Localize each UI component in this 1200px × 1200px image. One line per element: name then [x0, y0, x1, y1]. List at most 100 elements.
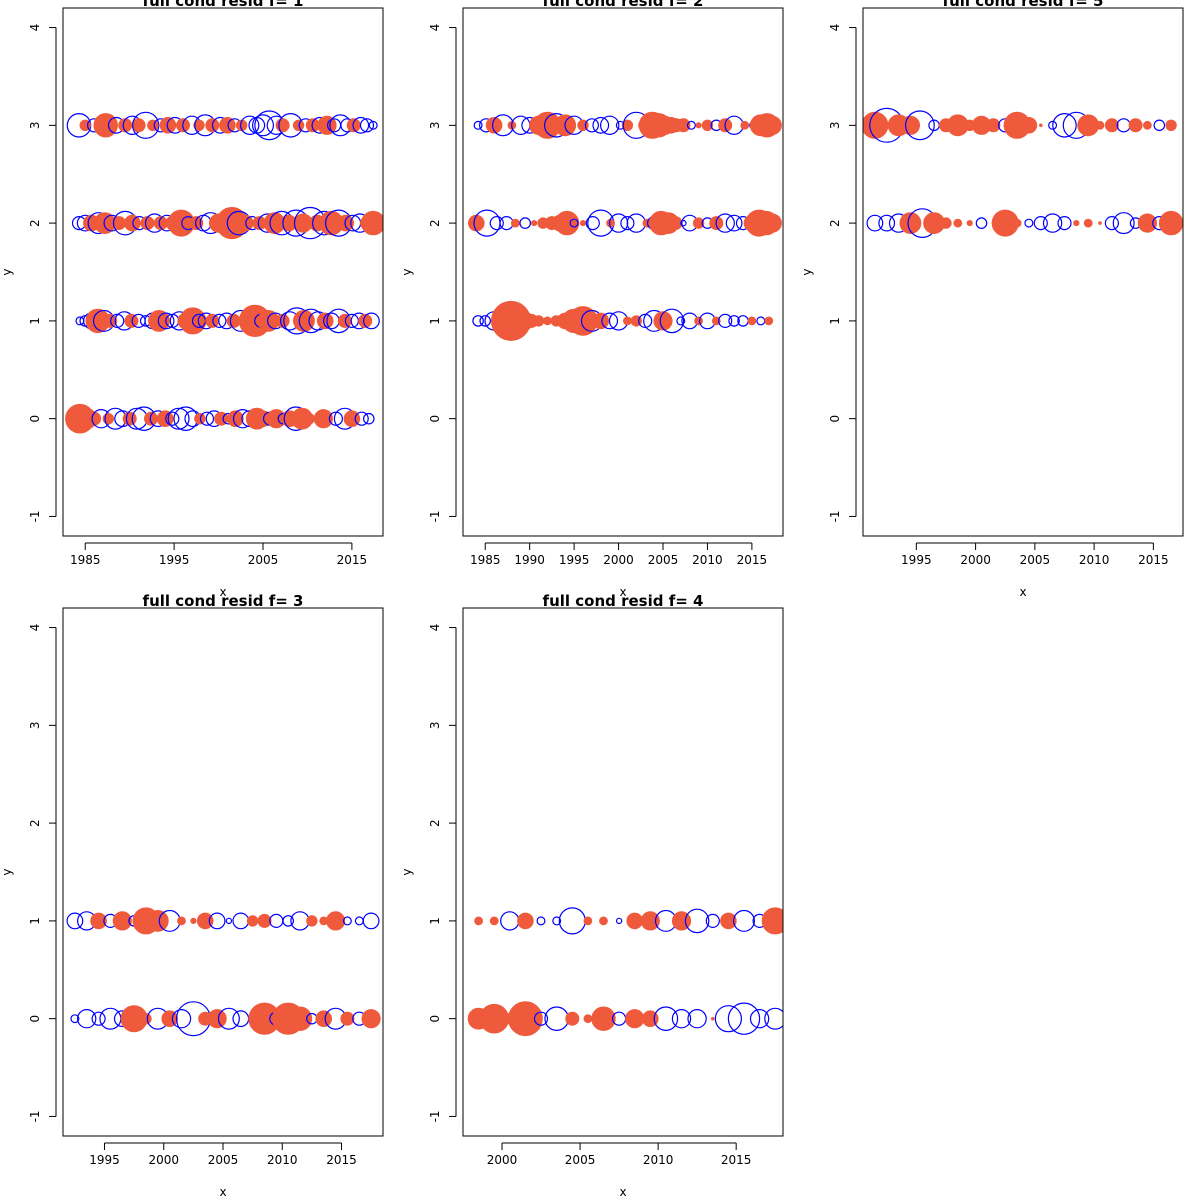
positive-residual-point [517, 912, 534, 930]
negative-residual-point [519, 217, 531, 229]
chart-panel-2: full cond resid f= 2 1985 1990 1995 2000 2005… [400, 0, 784, 599]
negative-residual-point [705, 913, 720, 929]
y-tick-label: -1 [428, 1110, 442, 1122]
negative-residual-point [208, 912, 226, 930]
plot-title: full cond resid f= 3 [143, 592, 304, 610]
positive-residual-point [306, 915, 318, 927]
positive-residual-point [227, 410, 244, 428]
negative-residual-point [638, 313, 653, 328]
positive-residual-point [1143, 120, 1152, 130]
positive-residual-point [156, 410, 174, 428]
plot-title: full cond resid f= 1 [143, 0, 304, 10]
negative-residual-point [354, 916, 364, 926]
points-layer [65, 110, 383, 434]
x-tick-label: 2015 [1138, 553, 1169, 567]
positive-residual-point [583, 1014, 593, 1024]
negative-residual-point [473, 120, 483, 130]
negative-residual-point [533, 1011, 549, 1026]
y-tick-label: -1 [428, 510, 442, 522]
positive-residual-point [1104, 118, 1119, 133]
positive-residual-point [190, 917, 197, 925]
x-tick-label: 2000 [960, 553, 991, 567]
negative-residual-point [282, 915, 294, 927]
negative-residual-point [232, 912, 250, 930]
x-axis-label: x [219, 1185, 226, 1199]
positive-residual-point [1012, 218, 1022, 228]
positive-residual-point [315, 1010, 333, 1028]
negative-residual-point [1042, 213, 1063, 233]
y-axis-label: y [800, 268, 814, 275]
x-tick-label: 2005 [208, 1153, 239, 1167]
negative-residual-point [1057, 216, 1072, 231]
y-tick-label: 3 [428, 122, 442, 130]
positive-residual-point [122, 411, 137, 426]
positive-residual-point [762, 115, 782, 135]
positive-residual-point [219, 117, 236, 134]
positive-residual-point [340, 1011, 355, 1026]
positive-residual-point [337, 214, 355, 232]
negative-residual-point [676, 316, 686, 326]
plot-frame [62, 607, 384, 1137]
positive-residual-point [337, 313, 352, 328]
negative-residual-point [167, 407, 190, 430]
positive-residual-point [148, 310, 170, 332]
positive-residual-point [87, 411, 102, 426]
negative-residual-point [489, 216, 504, 231]
negative-residual-point [76, 1009, 97, 1029]
positive-residual-point [543, 316, 552, 326]
negative-residual-point [749, 1009, 770, 1029]
y-tick-label: 0 [28, 415, 42, 423]
negative-residual-point [905, 110, 935, 141]
negative-residual-point [715, 213, 735, 233]
positive-residual-point [293, 310, 315, 332]
x-axis-label: x [1019, 585, 1026, 599]
negative-residual-point [1033, 216, 1048, 231]
plot-frame [862, 7, 1184, 537]
positive-residual-point [316, 312, 334, 330]
y-tick-label: 4 [428, 24, 442, 32]
negative-residual-point [615, 917, 623, 925]
positive-residual-point [257, 913, 272, 928]
negative-residual-point [1153, 119, 1166, 132]
negative-residual-point [686, 120, 696, 130]
negative-residual-point [536, 916, 546, 926]
negative-residual-point [342, 916, 352, 926]
negative-residual-point [866, 214, 884, 232]
negative-residual-point [727, 1002, 761, 1035]
positive-residual-point [1128, 118, 1143, 133]
positive-residual-point [591, 1006, 616, 1031]
chart-panel-4: full cond resid f= 3 1995 2000 2005 2010 2015… [0, 592, 384, 1199]
positive-residual-point [226, 313, 241, 328]
y-tick-label: 4 [428, 624, 442, 632]
positive-residual-point [177, 916, 186, 926]
negative-residual-point [362, 912, 380, 930]
positive-residual-point [740, 120, 750, 130]
points-layer [863, 107, 1183, 239]
negative-residual-point [552, 916, 562, 926]
positive-residual-point [489, 916, 499, 926]
y-tick-label: 1 [428, 317, 442, 325]
positive-residual-point [194, 413, 206, 425]
positive-residual-point [642, 1010, 659, 1028]
x-tick-label: 1985 [70, 553, 101, 567]
y-tick-label: 1 [28, 917, 42, 925]
positive-residual-point [124, 313, 139, 328]
positive-residual-point [1083, 218, 1093, 228]
positive-residual-point [1098, 221, 1102, 225]
positive-residual-point [485, 117, 503, 134]
negative-residual-point [728, 315, 740, 327]
positive-residual-point [668, 216, 683, 231]
positive-residual-point [189, 216, 204, 231]
negative-residual-point [1112, 212, 1135, 235]
negative-residual-point [1024, 218, 1034, 228]
plot-title: full cond resid f= 2 [543, 0, 704, 10]
negative-residual-point [680, 219, 687, 227]
y-axis-label: y [400, 268, 414, 275]
negative-residual-point [362, 412, 375, 425]
y-tick-label: 1 [828, 317, 842, 325]
x-axis-label: x [219, 585, 226, 599]
x-axis-label: x [619, 1185, 626, 1199]
negative-residual-point [225, 917, 233, 925]
y-tick-label: 4 [28, 24, 42, 32]
negative-residual-point [165, 411, 180, 426]
